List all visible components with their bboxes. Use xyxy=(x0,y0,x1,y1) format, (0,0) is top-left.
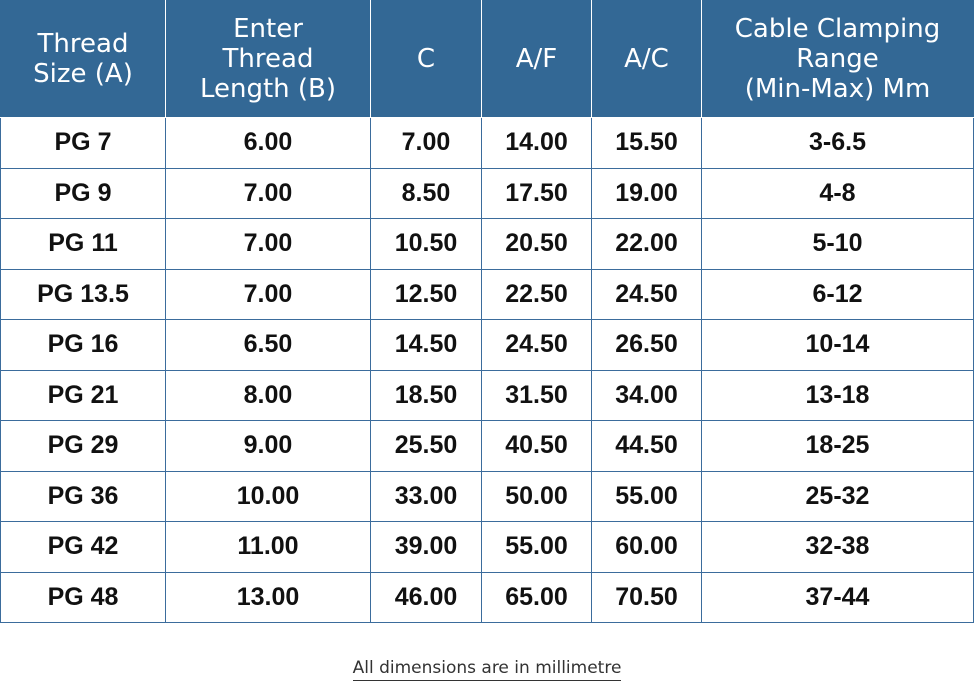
cell-ac: 22.00 xyxy=(591,218,702,270)
cell-af: 50.00 xyxy=(481,470,592,522)
cell-thread-length: 7.00 xyxy=(165,268,371,320)
column-header-ac: A/C xyxy=(591,0,702,118)
cell-cable-clamping-range: 6-12 xyxy=(701,268,974,320)
cell-cable-clamping-range: 13-18 xyxy=(701,369,974,421)
column-header-af: A/F xyxy=(481,0,592,118)
cell-af: 17.50 xyxy=(481,167,592,219)
cell-thread-size: PG 42 xyxy=(0,521,166,573)
cell-c: 10.50 xyxy=(370,218,482,270)
cell-c: 39.00 xyxy=(370,521,482,573)
cell-c: 7.00 xyxy=(370,117,482,169)
cell-ac: 44.50 xyxy=(591,420,702,472)
cell-af: 22.50 xyxy=(481,268,592,320)
footnote: All dimensions are in millimetre xyxy=(0,658,974,681)
column-header-cable-clamping-range: Cable Clamping Range (Min-Max) Mm xyxy=(701,0,974,118)
cell-thread-length: 7.00 xyxy=(165,167,371,219)
cell-c: 33.00 xyxy=(370,470,482,522)
cell-thread-length: 9.00 xyxy=(165,420,371,472)
cell-ac: 19.00 xyxy=(591,167,702,219)
cell-cable-clamping-range: 32-38 xyxy=(701,521,974,573)
cell-c: 8.50 xyxy=(370,167,482,219)
cell-af: 40.50 xyxy=(481,420,592,472)
table-row: PG 29 9.00 25.50 40.50 44.50 18-25 xyxy=(0,420,974,472)
column-header-thread-length: Enter Thread Length (B) xyxy=(165,0,371,118)
cell-c: 14.50 xyxy=(370,319,482,371)
cell-thread-length: 10.00 xyxy=(165,470,371,522)
table-row: PG 16 6.50 14.50 24.50 26.50 10-14 xyxy=(0,319,974,371)
cell-thread-size: PG 48 xyxy=(0,571,166,623)
cell-thread-size: PG 7 xyxy=(0,117,166,169)
table-row: PG 13.5 7.00 12.50 22.50 24.50 6-12 xyxy=(0,268,974,320)
table-row: PG 21 8.00 18.50 31.50 34.00 13-18 xyxy=(0,369,974,421)
footnote-text: All dimensions are in millimetre xyxy=(352,658,622,681)
cell-af: 20.50 xyxy=(481,218,592,270)
dimensions-table: Thread Size (A) Enter Thread Length (B) C A… xyxy=(0,0,974,623)
cell-af: 65.00 xyxy=(481,571,592,623)
cell-cable-clamping-range: 4-8 xyxy=(701,167,974,219)
cell-ac: 34.00 xyxy=(591,369,702,421)
cell-thread-length: 7.00 xyxy=(165,218,371,270)
cell-thread-length: 6.50 xyxy=(165,319,371,371)
cell-ac: 26.50 xyxy=(591,319,702,371)
cell-cable-clamping-range: 37-44 xyxy=(701,571,974,623)
table-row: PG 36 10.00 33.00 50.00 55.00 25-32 xyxy=(0,470,974,522)
cell-af: 14.00 xyxy=(481,117,592,169)
cell-thread-length: 13.00 xyxy=(165,571,371,623)
cell-thread-length: 11.00 xyxy=(165,521,371,573)
cell-cable-clamping-range: 10-14 xyxy=(701,319,974,371)
cell-cable-clamping-range: 25-32 xyxy=(701,470,974,522)
cell-af: 24.50 xyxy=(481,319,592,371)
cell-ac: 15.50 xyxy=(591,117,702,169)
cell-thread-length: 6.00 xyxy=(165,117,371,169)
cell-af: 55.00 xyxy=(481,521,592,573)
table-row: PG 9 7.00 8.50 17.50 19.00 4-8 xyxy=(0,167,974,219)
column-header-c: C xyxy=(370,0,482,118)
cell-thread-size: PG 13.5 xyxy=(0,268,166,320)
cell-thread-size: PG 36 xyxy=(0,470,166,522)
table-row: PG 42 11.00 39.00 55.00 60.00 32-38 xyxy=(0,521,974,573)
cell-thread-size: PG 11 xyxy=(0,218,166,270)
cell-thread-size: PG 9 xyxy=(0,167,166,219)
table-row: PG 7 6.00 7.00 14.00 15.50 3-6.5 xyxy=(0,117,974,169)
cell-ac: 24.50 xyxy=(591,268,702,320)
cell-c: 12.50 xyxy=(370,268,482,320)
cell-thread-size: PG 21 xyxy=(0,369,166,421)
cell-cable-clamping-range: 3-6.5 xyxy=(701,117,974,169)
cell-thread-length: 8.00 xyxy=(165,369,371,421)
cell-c: 25.50 xyxy=(370,420,482,472)
header-row: Thread Size (A) Enter Thread Length (B) C A… xyxy=(0,0,974,118)
cell-ac: 70.50 xyxy=(591,571,702,623)
cell-thread-size: PG 29 xyxy=(0,420,166,472)
column-header-thread-size: Thread Size (A) xyxy=(0,0,166,118)
cell-ac: 60.00 xyxy=(591,521,702,573)
cell-cable-clamping-range: 18-25 xyxy=(701,420,974,472)
cell-c: 46.00 xyxy=(370,571,482,623)
cell-thread-size: PG 16 xyxy=(0,319,166,371)
cell-cable-clamping-range: 5-10 xyxy=(701,218,974,270)
cell-af: 31.50 xyxy=(481,369,592,421)
cell-c: 18.50 xyxy=(370,369,482,421)
table-row: PG 48 13.00 46.00 65.00 70.50 37-44 xyxy=(0,571,974,623)
cell-ac: 55.00 xyxy=(591,470,702,522)
table-row: PG 11 7.00 10.50 20.50 22.00 5-10 xyxy=(0,218,974,270)
